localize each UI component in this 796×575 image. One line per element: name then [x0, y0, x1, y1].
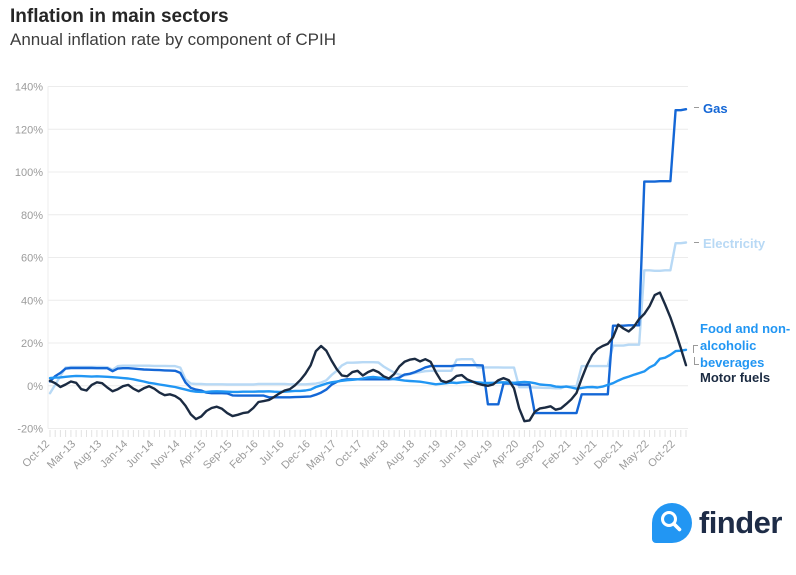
legend-connector-food: [693, 345, 698, 353]
legend-label-food: Food and non-alcoholic beverages: [700, 321, 791, 370]
x-axis-label: Oct-22: [646, 438, 678, 470]
y-axis-label: 100%: [15, 167, 43, 179]
y-axis-label: 80%: [21, 210, 43, 222]
y-axis-label: 0%: [27, 381, 43, 393]
gas-line: [48, 107, 688, 415]
x-axis-label: Jan-19: [411, 438, 443, 470]
x-axis-label: Nov-14: [149, 438, 183, 472]
x-axis-label: Aug-18: [383, 438, 417, 472]
inflation-line-chart: 140%120%100%80%60%40%20%0%-20%Oct-12Mar-…: [15, 82, 688, 473]
page-subtitle: Annual inflation rate by component of CP…: [10, 30, 337, 49]
x-axis-label: Feb-21: [540, 438, 573, 471]
legend-connector-motor: [694, 357, 699, 365]
legend-label-electricity: Electricity: [703, 236, 766, 251]
y-axis-label: 60%: [21, 253, 43, 265]
food-line: [48, 348, 688, 394]
y-axis-label: 140%: [15, 82, 43, 94]
x-axis-label: Sep-20: [514, 438, 548, 472]
y-axis-label: 40%: [21, 295, 43, 307]
y-axis-label: 120%: [15, 124, 43, 136]
legend-connector-electricity: [694, 242, 699, 243]
x-axis-label: May-17: [304, 438, 338, 472]
x-axis-label: Nov-19: [462, 438, 496, 472]
motor-fuels-line: [48, 291, 688, 423]
x-axis-label: May-22: [617, 438, 651, 472]
x-axis-label: Aug-13: [71, 438, 105, 472]
x-axis-label: Feb-16: [228, 438, 261, 471]
legend-label-gas: Gas: [703, 101, 728, 116]
magnifier-drop-icon: [651, 503, 692, 543]
legend-label-motor-fuels: Motor fuels: [700, 370, 771, 385]
y-axis-label: -20%: [17, 424, 43, 436]
legend-connector-gas: [694, 107, 699, 108]
finder-logo: finder: [651, 503, 783, 543]
x-axis-label: Jan-14: [98, 438, 130, 470]
x-axis-label: Sep-15: [201, 438, 235, 472]
electricity-line: [48, 241, 688, 395]
page-title: Inflation in main sectors: [10, 6, 229, 27]
brand-wordmark: finder: [698, 505, 783, 540]
y-axis-label: 20%: [21, 338, 43, 350]
